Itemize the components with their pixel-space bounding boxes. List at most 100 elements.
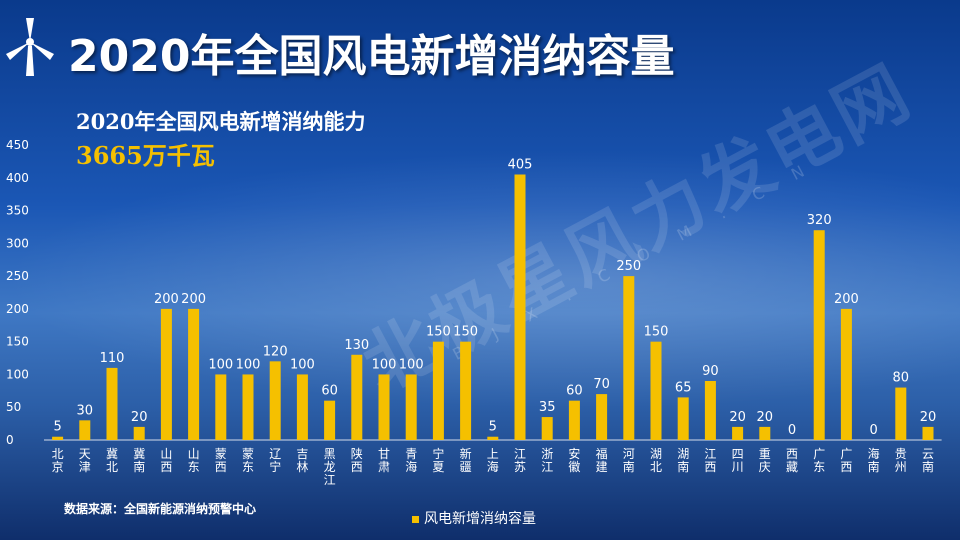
x-tick-label: 冀南: [133, 447, 145, 474]
x-tick-label: 冀北: [106, 447, 118, 474]
data-label: 320: [807, 213, 832, 228]
x-tick-label: 云南: [922, 447, 934, 474]
bar: [759, 426, 771, 440]
bar: [732, 426, 744, 440]
x-tick-label: 蒙东: [242, 447, 254, 474]
x-tick-label: 陕西: [351, 446, 363, 474]
data-label: 35: [539, 400, 556, 415]
x-tick-label: 河南: [623, 447, 635, 474]
data-label: 20: [757, 410, 774, 425]
data-label: 30: [77, 403, 94, 418]
legend-label: 风电新增消纳容量: [424, 511, 536, 527]
x-tick-label: 江苏: [514, 447, 526, 474]
y-tick-label: 300: [6, 236, 29, 250]
x-tick-label: 山东: [188, 447, 200, 474]
data-label: 0: [788, 423, 796, 438]
bar: [568, 400, 580, 440]
bar: [79, 420, 91, 440]
bar: [133, 426, 145, 440]
chart-legend: 风电新增消纳容量: [412, 508, 536, 528]
x-tick-label: 江西: [704, 447, 716, 474]
bar: [188, 308, 200, 440]
data-label: 100: [372, 357, 397, 372]
bar: [460, 341, 472, 440]
bar: [160, 308, 172, 440]
bar: [106, 367, 118, 440]
data-label: 90: [702, 364, 719, 379]
bar: [840, 308, 852, 440]
data-label: 60: [321, 384, 338, 399]
bar: [215, 374, 227, 440]
x-tick-label: 广东: [813, 447, 825, 474]
data-label: 200: [154, 292, 179, 307]
bar: [514, 174, 526, 440]
bar: [596, 394, 608, 440]
bar: [623, 276, 635, 440]
x-tick-label: 安徽: [568, 446, 580, 474]
bar: [813, 230, 825, 440]
bar: [351, 354, 363, 440]
bar: [405, 374, 417, 440]
data-label: 20: [920, 410, 937, 425]
data-label: 0: [869, 423, 877, 438]
data-label: 200: [181, 292, 206, 307]
data-label: 250: [616, 259, 641, 274]
legend-swatch: [412, 515, 419, 523]
bar: [704, 381, 716, 440]
data-label: 70: [593, 377, 610, 392]
source-note: 数据来源：全国新能源消纳预警中心: [64, 502, 257, 516]
data-label: 150: [644, 325, 669, 340]
x-tick-label: 湖南: [677, 446, 689, 474]
x-tick-label: 西藏: [786, 447, 798, 474]
bar: [895, 387, 907, 440]
y-tick-label: 200: [6, 302, 29, 316]
y-tick-label: 100: [6, 367, 29, 381]
bar: [378, 374, 390, 440]
bar: [922, 426, 934, 440]
x-tick-label: 四川: [732, 447, 744, 474]
y-tick-label: 50: [6, 400, 21, 414]
x-tick-label: 宁夏: [432, 446, 444, 474]
x-tick-label: 山西: [160, 447, 172, 474]
data-label: 405: [508, 158, 533, 173]
data-label: 150: [426, 325, 451, 340]
data-label: 65: [675, 380, 692, 395]
x-tick-label: 福建: [596, 446, 608, 474]
data-label: 100: [399, 357, 424, 372]
x-tick-label: 辽宁: [269, 447, 281, 474]
x-tick-label: 北京: [52, 447, 64, 474]
x-tick-label: 黑龙江: [324, 447, 336, 487]
bar: [541, 417, 553, 440]
x-tick-label: 蒙西: [215, 447, 227, 474]
x-tick-label: 吉林: [296, 447, 308, 474]
data-label: 110: [100, 351, 125, 366]
y-tick-label: 400: [6, 171, 29, 185]
data-label: 100: [290, 357, 315, 372]
bar: [242, 374, 254, 440]
data-label: 200: [834, 292, 859, 307]
y-tick-label: 450: [6, 138, 29, 152]
y-tick-label: 150: [6, 335, 29, 349]
data-label: 100: [208, 357, 233, 372]
x-tick-label: 海南: [868, 446, 880, 474]
data-label: 150: [453, 325, 478, 340]
x-tick-label: 甘肃: [378, 447, 390, 474]
x-tick-label: 重庆: [759, 447, 771, 474]
y-tick-label: 0: [6, 433, 14, 447]
y-tick-label: 350: [6, 204, 29, 218]
bar: [296, 374, 308, 440]
x-tick-label: 上海: [487, 447, 499, 474]
data-label: 20: [131, 410, 148, 425]
background-glow: [0, 150, 960, 410]
x-tick-label: 青海: [405, 447, 417, 474]
data-label: 120: [263, 344, 288, 359]
wind-turbine-icon: [6, 18, 54, 76]
data-label: 20: [729, 410, 746, 425]
x-tick-label: 贵州: [895, 447, 907, 474]
x-tick-label: 湖北: [650, 446, 662, 474]
data-label: 100: [236, 357, 261, 372]
bar: [677, 397, 689, 440]
bar: [487, 436, 499, 440]
summary-value: 3665万千瓦: [76, 141, 215, 170]
